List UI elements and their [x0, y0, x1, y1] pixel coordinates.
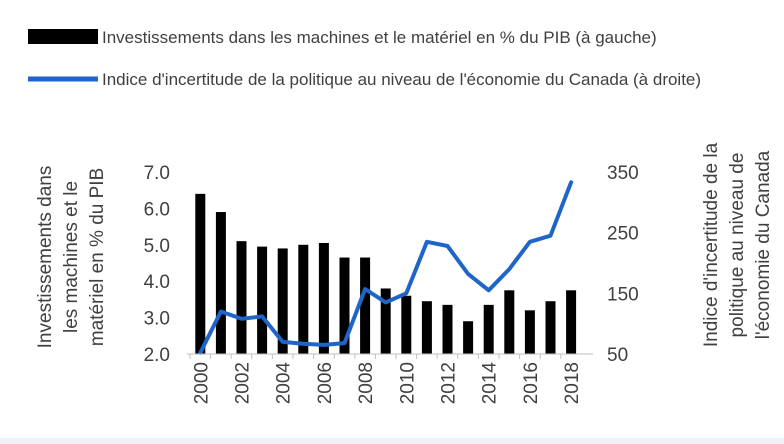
- bar: [504, 290, 515, 354]
- left-tick-label: 7.0: [144, 163, 170, 184]
- uncertainty-line: [198, 180, 574, 355]
- x-tick-label: 2016: [521, 362, 542, 404]
- legend: Investissements dans les machines et le …: [28, 28, 701, 89]
- bar-series: [195, 193, 577, 354]
- bar: [215, 212, 226, 354]
- left-tick-label: 6.0: [144, 199, 170, 220]
- right-axis-ticks: 50 150 250 350: [607, 163, 639, 366]
- bar: [277, 248, 288, 354]
- left-tick-label: 5.0: [144, 236, 170, 257]
- left-axis-title: Investissements dans les machines et le …: [35, 166, 108, 349]
- bar: [524, 310, 535, 354]
- left-axis-title-line: les machines et le: [61, 181, 82, 333]
- legend-label-bar: Investissements dans les machines et le …: [102, 28, 657, 47]
- left-tick-label: 4.0: [144, 272, 170, 293]
- bottom-strip: [0, 438, 784, 444]
- bar: [298, 244, 309, 354]
- x-tick-label: 2010: [397, 362, 418, 404]
- right-axis-title-line: politique au niveau de: [727, 153, 748, 338]
- left-axis-ticks: 2.0 3.0 4.0 5.0 6.0 7.0: [144, 163, 170, 366]
- legend-label-line: Indice d'incertitude de la politique au …: [102, 70, 701, 89]
- bar: [339, 257, 350, 354]
- bar: [545, 301, 556, 354]
- line-series: [198, 180, 574, 355]
- right-axis-title: Indice d'incertitude de la politique au …: [701, 142, 774, 347]
- x-tick-label: 2012: [439, 362, 460, 404]
- left-tick-label: 2.0: [144, 345, 170, 366]
- x-axis-ticks: 2000 2002 2004 2006 2008 2010 2012 2014 2016 2018: [189, 354, 583, 405]
- right-tick-label: 50: [607, 345, 628, 366]
- left-tick-label: 3.0: [144, 309, 170, 330]
- bar: [483, 304, 494, 354]
- right-tick-label: 150: [607, 284, 639, 305]
- left-axis-title-line: Investissements dans: [35, 166, 56, 349]
- left-axis-title-line: matériel en % du PIB: [87, 168, 108, 346]
- right-axis-title-line: l'économie du Canada: [753, 150, 774, 339]
- right-tick-label: 250: [607, 224, 639, 245]
- x-tick-label: 2014: [480, 362, 501, 405]
- bar: [442, 304, 453, 354]
- bar: [401, 295, 412, 354]
- bar: [380, 288, 391, 354]
- legend-swatch-bar: [28, 29, 98, 44]
- bar: [236, 241, 247, 354]
- bar: [421, 301, 432, 354]
- right-tick-label: 350: [607, 163, 639, 184]
- x-tick-label: 2008: [356, 362, 377, 404]
- x-tick-label: 2000: [191, 362, 212, 404]
- right-axis-title-line: Indice d'incertitude de la: [701, 142, 722, 347]
- x-tick-label: 2006: [315, 362, 336, 404]
- x-tick-label: 2002: [233, 362, 254, 404]
- bar: [360, 257, 371, 354]
- bar: [463, 321, 474, 354]
- bar: [566, 290, 577, 354]
- bar: [257, 246, 268, 354]
- bar: [195, 193, 206, 354]
- x-tick-label: 2018: [562, 362, 583, 404]
- x-tick-label: 2004: [274, 362, 295, 405]
- bar: [318, 242, 329, 354]
